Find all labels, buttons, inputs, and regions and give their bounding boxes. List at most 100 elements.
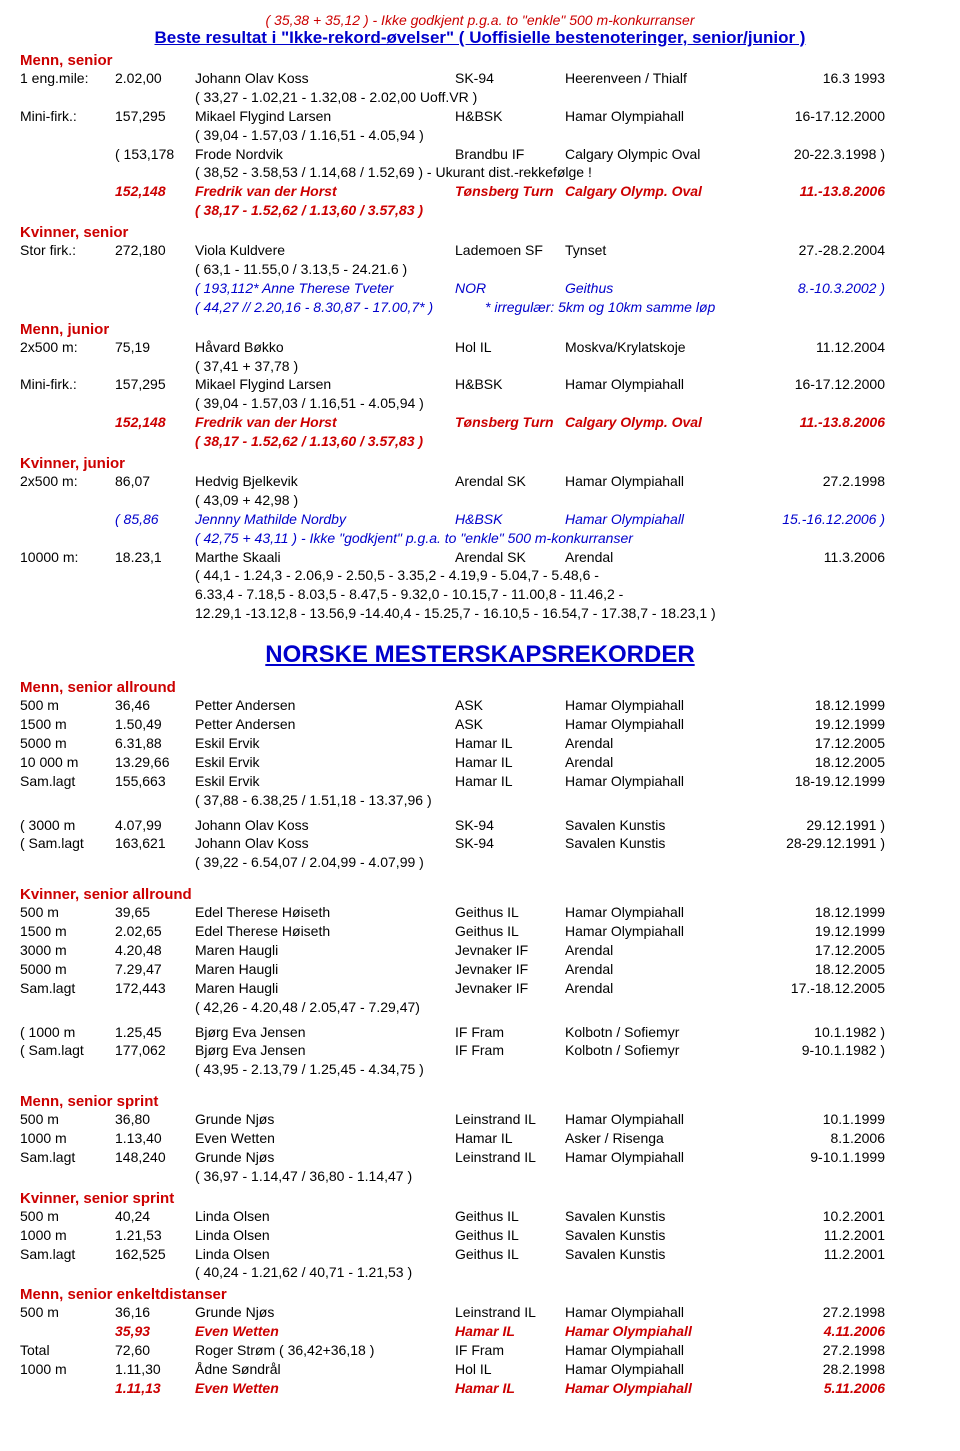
record-row: ( Sam.lagt163,621Johann Olav KossSK-94Sa… — [20, 834, 940, 853]
event: ( 3000 m — [20, 816, 115, 835]
result: 40,24 — [115, 1207, 195, 1226]
record-row: 2x500 m: 86,07 Hedvig Bjelkevik Arendal … — [20, 472, 940, 491]
event: 1000 m — [20, 1360, 115, 1379]
split-note: ( 39,04 - 1.57,03 / 1.16,51 - 4.05,94 ) — [20, 126, 940, 145]
result: 72,60 — [115, 1341, 195, 1360]
date: 29.12.1991 ) — [765, 816, 885, 835]
date: 18.12.2005 — [765, 753, 885, 772]
result: 4.20,48 — [115, 941, 195, 960]
date: 18.12.1999 — [765, 696, 885, 715]
event: ( Sam.lagt — [20, 1041, 115, 1060]
result: 163,621 — [115, 834, 195, 853]
record-row: ( 153,178 Frode Nordvik Brandbu IF Calga… — [20, 145, 940, 164]
club: SK-94 — [455, 816, 565, 835]
split-note: 6.33,4 - 7.18,5 - 8.03,5 - 8.47,5 - 9.32… — [20, 585, 940, 604]
record-row: 1500 m2.02,65Edel Therese HøisethGeithus… — [20, 922, 940, 941]
venue: Hamar Olympiahall — [565, 1110, 765, 1129]
record-row: Sam.lagt155,663Eskil ErvikHamar ILHamar … — [20, 772, 940, 791]
record-row: 5000 m6.31,88Eskil ErvikHamar ILArendal1… — [20, 734, 940, 753]
section-kss: Kvinner, senior sprint — [20, 1190, 940, 1207]
club: Hol IL — [455, 1360, 565, 1379]
section-mse: Menn, senior enkeltdistanser — [20, 1286, 940, 1303]
split-note: ( 42,26 - 4.20,48 / 2.05,47 - 7.29,47) — [20, 998, 940, 1017]
record-row: 500 m36,46Petter AndersenASKHamar Olympi… — [20, 696, 940, 715]
event: ( 1000 m — [20, 1023, 115, 1042]
date: 17.12.2005 — [765, 734, 885, 753]
record-row: 1.11,13Even WettenHamar ILHamar Olympiah… — [20, 1379, 940, 1398]
club: IF Fram — [455, 1041, 565, 1060]
record-row: 1000 m1.11,30Ådne SøndrålHol ILHamar Oly… — [20, 1360, 940, 1379]
date: 9-10.1.1982 ) — [765, 1041, 885, 1060]
split-note: ( 36,97 - 1.14,47 / 36,80 - 1.14,47 ) — [20, 1167, 940, 1186]
date: 10.1.1982 ) — [765, 1023, 885, 1042]
split-note: ( 39,04 - 1.57,03 / 1.16,51 - 4.05,94 ) — [20, 394, 940, 413]
record-row: Mini-firk.: 157,295 Mikael Flygind Larse… — [20, 107, 940, 126]
date: 18.12.2005 — [765, 960, 885, 979]
event: ( Sam.lagt — [20, 834, 115, 853]
event: 500 m — [20, 696, 115, 715]
athlete: Petter Andersen — [195, 715, 455, 734]
record-row: ( Sam.lagt177,062Bjørg Eva JensenIF Fram… — [20, 1041, 940, 1060]
athlete: Roger Strøm ( 36,42+36,18 ) — [195, 1341, 455, 1360]
venue: Hamar Olympiahall — [565, 715, 765, 734]
result: 1.11,30 — [115, 1360, 195, 1379]
venue: Hamar Olympiahall — [565, 903, 765, 922]
club: Geithus IL — [455, 903, 565, 922]
split-note: ( 33,27 - 1.02,21 - 1.32,08 - 2.02,00 Uo… — [20, 88, 940, 107]
club: Hamar IL — [455, 1129, 565, 1148]
athlete: Ådne Søndrål — [195, 1360, 455, 1379]
venue: Arendal — [565, 979, 765, 998]
athlete: Edel Therese Høiseth — [195, 922, 455, 941]
record-row: 500 m40,24Linda OlsenGeithus ILSavalen K… — [20, 1207, 940, 1226]
venue: Savalen Kunstis — [565, 816, 765, 835]
event: 500 m — [20, 1110, 115, 1129]
date: 28-29.12.1991 ) — [765, 834, 885, 853]
split-note: ( 43,09 + 42,98 ) — [20, 491, 940, 510]
section-kvinner-junior: Kvinner, junior — [20, 455, 940, 472]
athlete: Bjørg Eva Jensen — [195, 1041, 455, 1060]
athlete: Eskil Ervik — [195, 734, 455, 753]
date: 19.12.1999 — [765, 922, 885, 941]
record-row: 1000 m1.13,40Even WettenHamar ILAsker / … — [20, 1129, 940, 1148]
club: Geithus IL — [455, 1245, 565, 1264]
event: 500 m — [20, 1207, 115, 1226]
athlete: Even Wetten — [195, 1379, 455, 1398]
date: 11.2.2001 — [765, 1226, 885, 1245]
record-row: Mini-firk.: 157,295 Mikael Flygind Larse… — [20, 375, 940, 394]
venue: Savalen Kunstis — [565, 1207, 765, 1226]
record-row: 2x500 m: 75,19 Håvard Bøkko Hol IL Moskv… — [20, 338, 940, 357]
club: Jevnaker IF — [455, 941, 565, 960]
venue: Heerenveen / Thialf — [565, 69, 765, 88]
split-note: ( 39,22 - 6.54,07 / 2.04,99 - 4.07,99 ) — [20, 853, 940, 872]
athlete: Maren Haugli — [195, 960, 455, 979]
result: 39,65 — [115, 903, 195, 922]
result: 172,443 — [115, 979, 195, 998]
venue: Savalen Kunstis — [565, 834, 765, 853]
athlete: Johann Olav Koss — [195, 834, 455, 853]
event: 1 eng.mile: — [20, 69, 115, 88]
event: 1500 m — [20, 922, 115, 941]
club: Hamar IL — [455, 734, 565, 753]
result: 36,80 — [115, 1110, 195, 1129]
date: 16.3 1993 — [765, 69, 885, 88]
record-row: ( 1000 m1.25,45Bjørg Eva JensenIF FramKo… — [20, 1023, 940, 1042]
athlete: Linda Olsen — [195, 1245, 455, 1264]
section-mss: Menn, senior sprint — [20, 1093, 940, 1110]
result: 1.50,49 — [115, 715, 195, 734]
athlete: Bjørg Eva Jensen — [195, 1023, 455, 1042]
record-row: ( 85,86 Jennny Mathilde Nordby H&BSK Ham… — [20, 510, 940, 529]
result: 36,16 — [115, 1303, 195, 1322]
venue: Arendal — [565, 753, 765, 772]
athlete: Even Wetten — [195, 1129, 455, 1148]
venue: Asker / Risenga — [565, 1129, 765, 1148]
club: ASK — [455, 696, 565, 715]
club: IF Fram — [455, 1341, 565, 1360]
subtitle: Beste resultat i "Ikke-rekord-øvelser" (… — [20, 28, 940, 48]
club: Geithus IL — [455, 1226, 565, 1245]
event: 10 000 m — [20, 753, 115, 772]
record-row: 1500 m1.50,49Petter AndersenASKHamar Oly… — [20, 715, 940, 734]
venue: Arendal — [565, 960, 765, 979]
club: SK-94 — [455, 834, 565, 853]
club: Geithus IL — [455, 922, 565, 941]
athlete: Petter Andersen — [195, 696, 455, 715]
